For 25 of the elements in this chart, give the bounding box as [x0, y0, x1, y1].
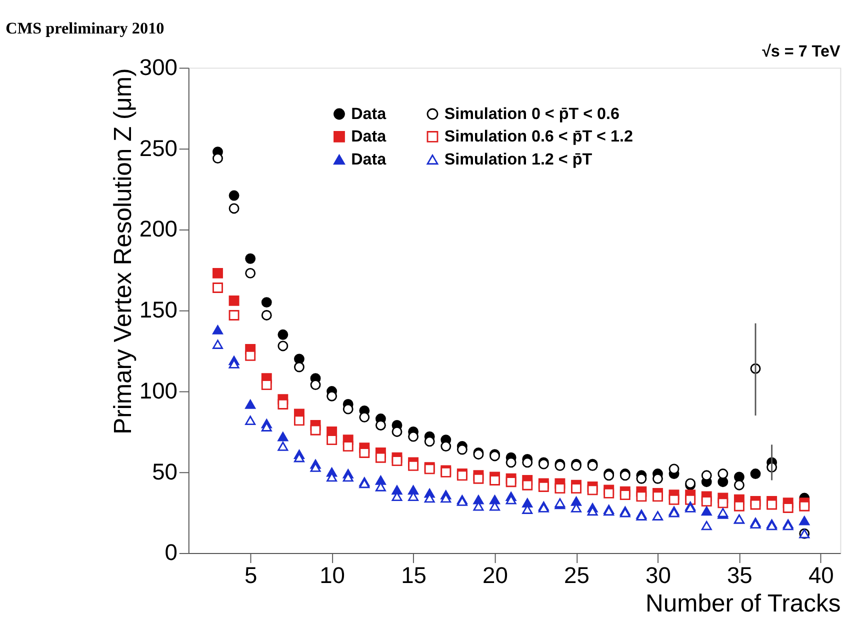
x-tick-label: 40: [808, 562, 834, 588]
legend-label: Data: [351, 127, 388, 146]
x-tick-label: 35: [726, 562, 752, 588]
legend-label: Simulation 0.6 < p̄T < 1.2: [444, 127, 633, 146]
y-tick-label: 50: [152, 458, 178, 484]
y-tick-label: 300: [139, 54, 178, 80]
text: √s = 7 TeV: [762, 42, 840, 60]
y-tick-label: 100: [139, 377, 178, 404]
legend-label: Simulation 1.2 < p̄T: [444, 150, 592, 168]
legend-label: Simulation 0 < p̄T < 0.6: [444, 104, 620, 123]
y-tick-label: 200: [139, 216, 178, 242]
y-tick-label: 150: [139, 296, 178, 323]
x-tick-label: 20: [482, 562, 508, 588]
x-axis-title: Number of Tracks: [646, 590, 841, 618]
y-tick-label: 250: [139, 134, 178, 161]
y-tick-label: 0: [164, 539, 178, 566]
x-tick-label: 15: [401, 562, 426, 588]
x-tick-label: 25: [564, 562, 590, 588]
y-axis-title: Primary Vertex Resolution Z (μm): [110, 68, 137, 434]
legend-label: Data: [351, 150, 388, 168]
x-tick-label: 5: [244, 562, 258, 588]
x-tick-label: 10: [320, 562, 345, 588]
x-tick-label: 30: [646, 562, 671, 588]
chart-title: CMS preliminary 2010: [6, 20, 164, 38]
legend-label: Data: [351, 104, 388, 123]
